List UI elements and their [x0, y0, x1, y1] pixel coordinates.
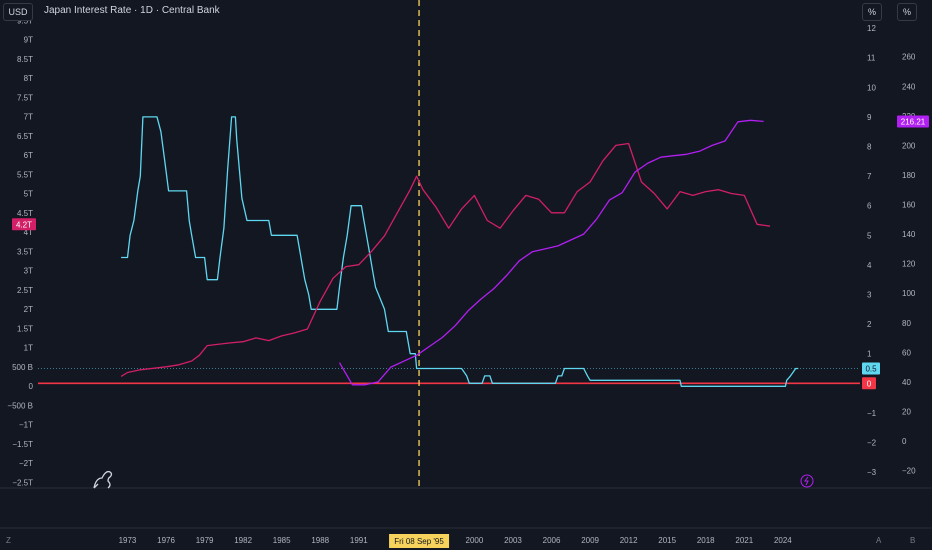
left-axis-tick: 4.5T — [17, 209, 33, 218]
outer-value-badge-bg — [897, 115, 929, 128]
x-axis-tick: 1976 — [157, 536, 175, 545]
right-inner-axis-tick: 8 — [867, 143, 872, 152]
right-outer-axis-tick: 0 — [902, 437, 907, 446]
left-axis-tick: 1.5T — [17, 324, 33, 333]
left-axis-tick: 7.5T — [17, 93, 33, 102]
right-outer-axis-tick: 200 — [902, 141, 916, 150]
crosshair-date-label: Fri 08 Sep '95 — [394, 537, 444, 546]
left-axis-tick: 8T — [24, 74, 33, 83]
b-scale-button[interactable]: B — [910, 536, 916, 545]
right-outer-axis-tick: 80 — [902, 319, 911, 328]
series-2-line — [120, 142, 771, 377]
x-axis-tick: 2003 — [504, 536, 522, 545]
left-axis-tick: −2.5T — [12, 478, 33, 487]
left-axis-tick: 6.5T — [17, 132, 33, 141]
left-axis-tick: 7T — [24, 113, 33, 122]
auto-scale-button[interactable]: A — [876, 536, 882, 545]
left-axis-tick: 8.5T — [17, 55, 33, 64]
outer-value-badge: 216.21 — [901, 117, 926, 126]
right-inner-axis-tick: 10 — [867, 83, 876, 92]
x-axis-tick: 2021 — [735, 536, 753, 545]
x-axis-tick: 2024 — [774, 536, 792, 545]
x-axis-tick: 1982 — [234, 536, 252, 545]
interest-rate-line — [121, 116, 799, 387]
x-axis-tick: 2018 — [697, 536, 715, 545]
left-axis-tick: 3.5T — [17, 247, 33, 256]
zero-value-badge-bg — [862, 377, 876, 390]
left-axis-tick: 5.5T — [17, 170, 33, 179]
x-axis-tick: 2006 — [543, 536, 561, 545]
x-axis-tick: 2015 — [658, 536, 676, 545]
x-axis-tick: 2000 — [466, 536, 484, 545]
right-outer-axis-tick: 140 — [902, 230, 916, 239]
rate-value-badge: 0.5 — [865, 365, 877, 374]
rate-value-badge-bg — [862, 362, 880, 375]
right-outer-axis-tick: 40 — [902, 378, 911, 387]
lightning-bolt-icon — [804, 476, 809, 486]
x-axis-tick: 1988 — [311, 536, 329, 545]
left-axis-tick: 2T — [24, 305, 33, 314]
left-value-badge: 4.2T — [16, 220, 32, 229]
left-axis-tick: 0 — [29, 382, 34, 391]
x-axis-tick: 1991 — [350, 536, 368, 545]
x-axis-tick: 2009 — [581, 536, 599, 545]
left-axis-tick: −1T — [19, 421, 33, 430]
right-outer-axis-tick: −20 — [902, 467, 916, 476]
right-outer-axis-tick: 120 — [902, 260, 916, 269]
left-axis-tick: 6T — [24, 151, 33, 160]
left-axis-tick: 2.5T — [17, 286, 33, 295]
percent-toggle-inner[interactable]: % — [862, 3, 882, 21]
left-axis-tick: 1T — [24, 344, 33, 353]
zero-value-badge: 0 — [867, 379, 872, 388]
brand-logo-icon — [93, 470, 113, 489]
crosshair-date-bg — [389, 534, 450, 548]
left-axis-tick: −1.5T — [12, 440, 33, 449]
chart-title: Japan Interest Rate · 1D · Central Bank — [44, 5, 220, 16]
right-outer-axis-tick: 180 — [902, 171, 916, 180]
right-inner-axis-tick: 9 — [867, 113, 872, 122]
right-inner-axis-tick: 7 — [867, 172, 872, 181]
left-axis-tick: −500 B — [7, 401, 33, 410]
right-outer-axis-tick: 20 — [902, 407, 911, 416]
right-inner-axis-tick: 4 — [867, 261, 872, 270]
left-value-badge-bg — [12, 218, 36, 231]
right-inner-axis-tick: 3 — [867, 291, 872, 300]
right-inner-axis-tick: 1 — [867, 350, 872, 359]
percent-toggle-outer[interactable]: % — [897, 3, 917, 21]
x-axis-tick: 1973 — [119, 536, 137, 545]
right-inner-axis-tick: 11 — [867, 54, 876, 63]
x-axis-tick: 1985 — [273, 536, 291, 545]
right-outer-axis-tick: 240 — [902, 82, 916, 91]
series-3-line — [338, 119, 764, 386]
currency-selector[interactable]: USD — [3, 3, 33, 21]
right-inner-axis-tick: 6 — [867, 202, 872, 211]
right-outer-axis-tick: 160 — [902, 201, 916, 210]
right-outer-axis-tick: 60 — [902, 348, 911, 357]
zoom-z-button[interactable]: Z — [6, 536, 11, 545]
right-outer-axis-tick: 100 — [902, 289, 916, 298]
right-inner-axis-tick: −2 — [867, 439, 877, 448]
lightning-icon[interactable] — [800, 474, 814, 488]
right-inner-axis-tick: 12 — [867, 24, 876, 33]
right-inner-axis-tick: 5 — [867, 231, 872, 240]
left-axis-tick: 3T — [24, 267, 33, 276]
left-axis-tick: 4T — [24, 228, 33, 237]
right-inner-axis-tick: −1 — [867, 409, 877, 418]
x-axis-tick: 2012 — [620, 536, 638, 545]
left-axis-tick: 5T — [24, 190, 33, 199]
left-axis-tick: 9T — [24, 36, 33, 45]
left-axis-tick: 500 B — [12, 363, 33, 372]
right-inner-axis-tick: −3 — [867, 468, 877, 477]
left-axis-tick: −2T — [19, 459, 33, 468]
right-outer-axis-tick: 260 — [902, 53, 916, 62]
x-axis-tick: 1979 — [196, 536, 214, 545]
right-inner-axis-tick: 2 — [867, 320, 872, 329]
